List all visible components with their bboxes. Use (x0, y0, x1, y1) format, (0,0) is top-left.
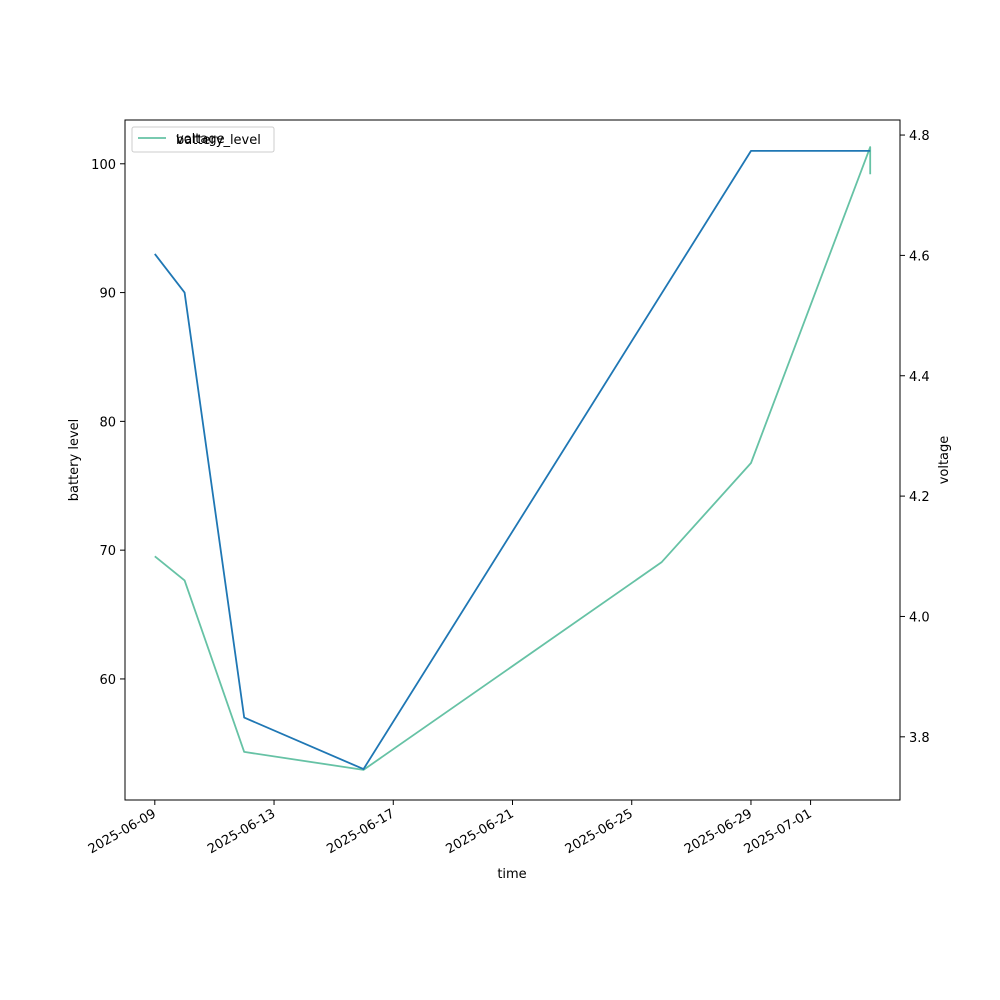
y-right-tick-label: 4.0 (909, 610, 930, 625)
x-tick-label: 2025-07-01 (742, 806, 815, 857)
x-tick-label: 2025-06-17 (324, 806, 397, 857)
legend-label-battery-level: battery_level (176, 133, 261, 148)
x-tick-label: 2025-06-25 (563, 806, 636, 857)
y-axis-left: 60 70 80 90 100 (91, 158, 125, 688)
y-left-tick-label: 100 (91, 158, 116, 173)
x-tick-label: 2025-06-13 (205, 806, 278, 857)
x-axis-label: time (497, 867, 526, 882)
legend-label-voltage: voltage (176, 132, 225, 147)
y-axis-left-label: battery level (67, 419, 82, 502)
y-right-tick-label: 3.8 (909, 731, 930, 746)
y-right-tick-label: 4.6 (909, 249, 930, 264)
y-axis-right: 3.8 4.0 4.2 4.4 4.6 4.8 (900, 129, 930, 746)
y-left-tick-label: 70 (99, 544, 116, 559)
y-left-tick-label: 90 (99, 287, 116, 302)
series-line-voltage (154, 146, 872, 771)
x-tick-label: 2025-06-09 (86, 806, 159, 857)
y-left-tick-label: 60 (99, 673, 116, 688)
y-right-tick-label: 4.4 (909, 370, 930, 385)
legend: battery_level voltage (131, 126, 275, 153)
y-right-tick-label: 4.8 (909, 129, 930, 144)
series-layer (154, 146, 872, 771)
y-axis-right-label: voltage (937, 436, 952, 485)
y-right-tick-label: 4.2 (909, 490, 930, 505)
series-line-battery-level (154, 149, 871, 770)
y-left-tick-label: 80 (99, 415, 116, 430)
x-axis: 2025-06-09 2025-06-13 2025-06-17 2025-06-21… (86, 800, 815, 857)
legend-box (131, 126, 275, 153)
x-tick-label: 2025-06-21 (444, 806, 517, 857)
